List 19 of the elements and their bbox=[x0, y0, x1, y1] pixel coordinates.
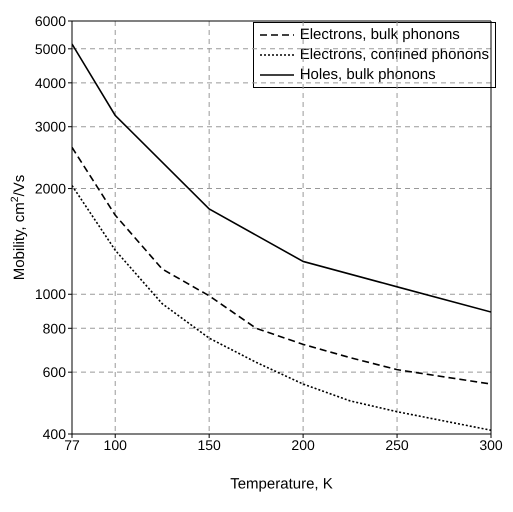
legend-label: Electrons, bulk phonons bbox=[300, 25, 460, 45]
x-axis-title: Temperature, K bbox=[230, 476, 333, 493]
legend-label: Electrons, confined phonons bbox=[300, 45, 489, 65]
y-tick-label: 400 bbox=[42, 426, 66, 442]
legend-label: Holes, bulk phonons bbox=[300, 65, 436, 85]
y-tick-label: 2000 bbox=[34, 180, 66, 197]
x-tick-label: 77 bbox=[64, 436, 80, 453]
x-tick-label: 150 bbox=[197, 436, 222, 453]
y-tick-label: 600 bbox=[42, 364, 66, 380]
y-tick-label: 800 bbox=[42, 320, 66, 336]
x-tick-label: 100 bbox=[104, 436, 128, 453]
x-tick-label: 250 bbox=[385, 436, 409, 453]
y-tick-label: 4000 bbox=[34, 74, 66, 91]
y-tick-label: 6000 bbox=[34, 12, 66, 29]
y-tick-label: 1000 bbox=[34, 286, 66, 302]
x-tick-label: 200 bbox=[291, 436, 315, 453]
y-tick-label: 5000 bbox=[34, 40, 66, 57]
x-tick-label: 300 bbox=[479, 436, 503, 453]
y-tick-label: 3000 bbox=[34, 118, 66, 135]
